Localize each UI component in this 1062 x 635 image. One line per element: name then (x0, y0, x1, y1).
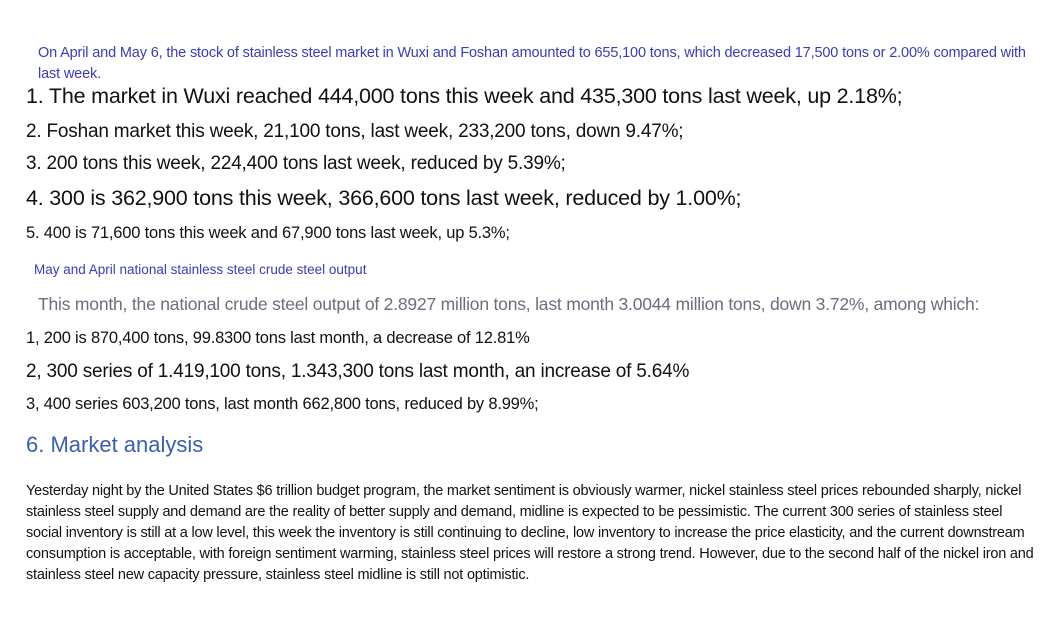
stock-item-200-series: 3. 200 tons this week, 224,400 tons last… (26, 153, 566, 174)
section-heading-market-analysis: 6. Market analysis (26, 432, 204, 457)
output-summary: This month, the national crude steel out… (38, 294, 980, 314)
stock-item-foshan: 2. Foshan market this week, 21,100 tons,… (26, 121, 684, 142)
stock-item-wuxi: 1. The market in Wuxi reached 444,000 to… (26, 84, 903, 108)
output-heading: May and April national stainless steel c… (34, 262, 367, 277)
stock-item-300-series: 4. 300 is 362,900 tons this week, 366,60… (26, 186, 742, 210)
output-item-300-series: 2, 300 series of 1.419,100 tons, 1.343,3… (26, 361, 690, 382)
stock-item-400-series: 5. 400 is 71,600 tons this week and 67,9… (26, 224, 510, 242)
market-analysis-paragraph: Yesterday night by the United States $6 … (26, 483, 1034, 583)
output-item-400-series: 3, 400 series 603,200 tons, last month 6… (26, 395, 539, 413)
output-item-200-series: 1, 200 is 870,400 tons, 99.8300 tons las… (26, 329, 530, 347)
intro-paragraph: On April and May 6, the stock of stainle… (38, 45, 1026, 82)
